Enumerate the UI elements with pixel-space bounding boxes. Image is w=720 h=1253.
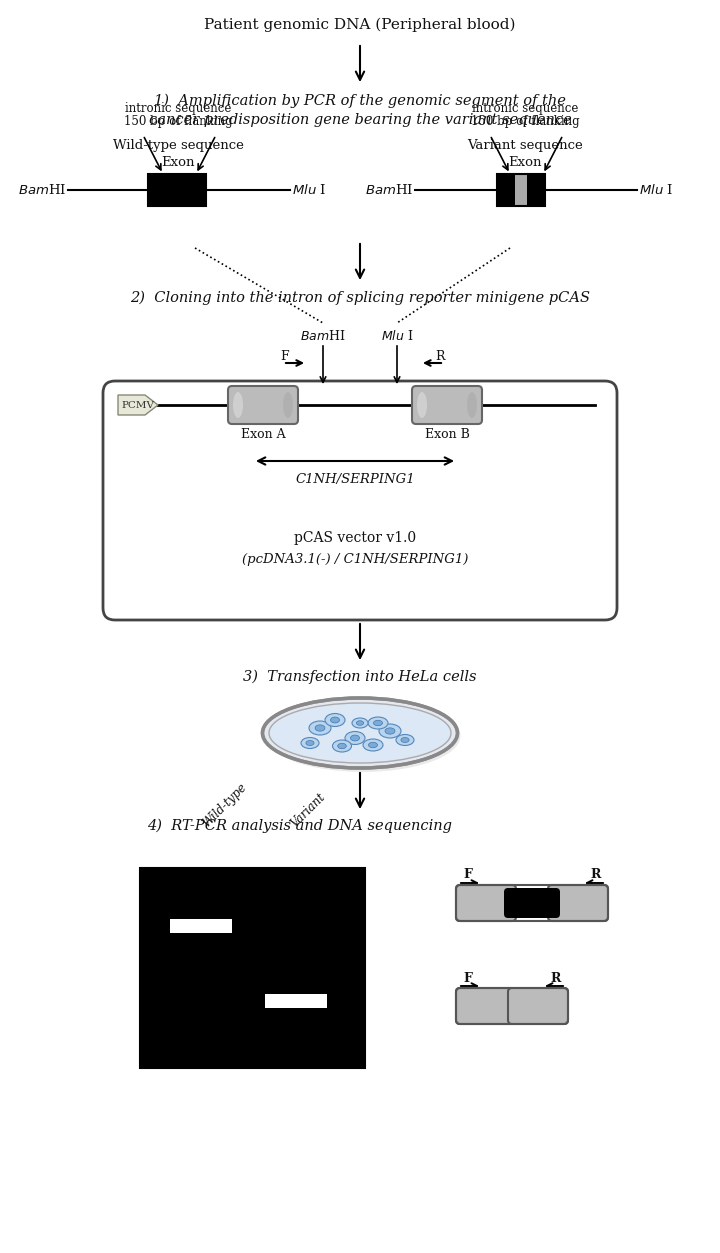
FancyBboxPatch shape bbox=[412, 386, 482, 424]
Bar bbox=[497, 174, 515, 205]
FancyBboxPatch shape bbox=[456, 885, 516, 921]
Ellipse shape bbox=[385, 728, 395, 734]
Text: (pcDNA3.1(-) / C1NH/SERPING1): (pcDNA3.1(-) / C1NH/SERPING1) bbox=[242, 554, 468, 566]
Text: R: R bbox=[591, 868, 601, 882]
Ellipse shape bbox=[401, 738, 409, 743]
Ellipse shape bbox=[356, 720, 364, 725]
Text: 1)  Amplification by PCR of the genomic segment of the: 1) Amplification by PCR of the genomic s… bbox=[154, 94, 566, 108]
FancyBboxPatch shape bbox=[456, 989, 516, 1024]
Ellipse shape bbox=[396, 734, 414, 746]
Text: F: F bbox=[464, 868, 472, 882]
Text: intronic sequence: intronic sequence bbox=[125, 101, 231, 115]
Bar bbox=[515, 174, 527, 205]
Text: 150 bp of flanking: 150 bp of flanking bbox=[471, 115, 580, 128]
Ellipse shape bbox=[266, 700, 461, 772]
Text: Patient genomic DNA (Peripheral blood): Patient genomic DNA (Peripheral blood) bbox=[204, 18, 516, 33]
Ellipse shape bbox=[325, 713, 345, 727]
Text: F: F bbox=[281, 350, 289, 362]
FancyBboxPatch shape bbox=[228, 386, 298, 424]
FancyBboxPatch shape bbox=[508, 989, 568, 1024]
Ellipse shape bbox=[333, 741, 351, 752]
Ellipse shape bbox=[368, 717, 388, 729]
Ellipse shape bbox=[330, 717, 340, 723]
Text: 3)  Transfection into HeLa cells: 3) Transfection into HeLa cells bbox=[243, 670, 477, 684]
FancyBboxPatch shape bbox=[504, 888, 560, 918]
Bar bbox=[148, 174, 206, 205]
Text: $\it{Mlu}$ I: $\it{Mlu}$ I bbox=[639, 183, 673, 197]
Text: pCAS vector v1.0: pCAS vector v1.0 bbox=[294, 531, 416, 545]
Bar bbox=[140, 868, 365, 1068]
Ellipse shape bbox=[345, 732, 365, 744]
Ellipse shape bbox=[352, 718, 368, 728]
Text: $\it{Bam}$HI: $\it{Bam}$HI bbox=[18, 183, 66, 197]
FancyBboxPatch shape bbox=[548, 885, 608, 921]
Text: $\it{Bam}$HI: $\it{Bam}$HI bbox=[300, 330, 346, 343]
Text: R: R bbox=[436, 350, 445, 362]
Text: cancer predisposition gene bearing the variant sequence: cancer predisposition gene bearing the v… bbox=[148, 113, 572, 127]
Ellipse shape bbox=[369, 742, 377, 748]
Text: $\it{Mlu}$ I: $\it{Mlu}$ I bbox=[292, 183, 326, 197]
Ellipse shape bbox=[283, 392, 293, 419]
Text: Exon: Exon bbox=[161, 155, 194, 168]
Ellipse shape bbox=[338, 743, 346, 749]
Text: Exon A: Exon A bbox=[240, 429, 285, 441]
Text: Wild-type: Wild-type bbox=[200, 781, 249, 829]
Text: Exon B: Exon B bbox=[425, 429, 469, 441]
Text: $\it{Bam}$HI: $\it{Bam}$HI bbox=[365, 183, 413, 197]
Ellipse shape bbox=[374, 720, 382, 725]
Ellipse shape bbox=[363, 739, 383, 751]
Text: R: R bbox=[551, 971, 561, 985]
Bar bbox=[265, 994, 327, 1007]
Text: 4)  RT-PCR analysis and DNA sequencing: 4) RT-PCR analysis and DNA sequencing bbox=[148, 818, 452, 833]
Text: Exon: Exon bbox=[508, 155, 541, 168]
Text: PCMV: PCMV bbox=[122, 401, 155, 410]
Bar bbox=[527, 174, 545, 205]
Text: F: F bbox=[464, 971, 472, 985]
Ellipse shape bbox=[351, 736, 359, 741]
Bar bbox=[170, 918, 232, 933]
Text: 2)  Cloning into the intron of splicing reporter minigene pCAS: 2) Cloning into the intron of splicing r… bbox=[130, 291, 590, 306]
Ellipse shape bbox=[309, 720, 331, 736]
Ellipse shape bbox=[379, 724, 401, 738]
Text: intronic sequence: intronic sequence bbox=[472, 101, 578, 115]
Ellipse shape bbox=[315, 724, 325, 732]
Ellipse shape bbox=[263, 698, 457, 768]
Ellipse shape bbox=[417, 392, 427, 419]
Text: Variant sequence: Variant sequence bbox=[467, 139, 583, 152]
Polygon shape bbox=[118, 395, 158, 415]
Bar bbox=[497, 174, 545, 205]
Ellipse shape bbox=[467, 392, 477, 419]
Text: C1NH/SERPING1: C1NH/SERPING1 bbox=[295, 472, 415, 486]
Text: Variant: Variant bbox=[288, 791, 328, 829]
Text: $\it{Mlu}$ I: $\it{Mlu}$ I bbox=[381, 330, 413, 343]
Text: 150 bp of flanking: 150 bp of flanking bbox=[124, 115, 233, 128]
FancyBboxPatch shape bbox=[103, 381, 617, 620]
Ellipse shape bbox=[306, 741, 314, 746]
Ellipse shape bbox=[269, 703, 451, 763]
Text: Wild-type sequence: Wild-type sequence bbox=[112, 139, 243, 152]
Ellipse shape bbox=[233, 392, 243, 419]
Ellipse shape bbox=[301, 738, 319, 748]
